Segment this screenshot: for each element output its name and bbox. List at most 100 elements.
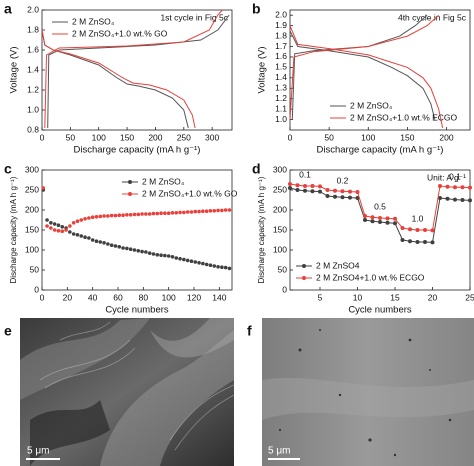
- annotation: 1st cycle in Fig 5c: [160, 12, 228, 22]
- data-point: [208, 263, 213, 268]
- y-tick-label: 250: [273, 184, 287, 194]
- y-tick-label: 300: [25, 164, 39, 174]
- x-tick-label: 140: [212, 292, 226, 302]
- data-point: [166, 254, 171, 258]
- data-point: [355, 190, 360, 194]
- data-point: [423, 240, 427, 244]
- data-point: [370, 219, 375, 224]
- data-point: [393, 221, 397, 226]
- data-point: [318, 184, 322, 189]
- x-tick-label: 50: [66, 132, 76, 142]
- data-point: [121, 246, 125, 250]
- y-tick-label: 200: [25, 204, 39, 214]
- data-point: [132, 248, 137, 252]
- data-point: [71, 221, 76, 225]
- data-point: [370, 215, 375, 220]
- data-point: [216, 208, 220, 213]
- scale-bar-label: 5 μm: [27, 446, 49, 457]
- rate-label: 0.2: [337, 175, 349, 185]
- x-tick-label: 300: [205, 132, 219, 142]
- x-tick-label: 10: [353, 292, 363, 302]
- x-tick-label: 150: [120, 132, 134, 142]
- data-point: [182, 257, 186, 262]
- x-tick-label: 60: [113, 292, 123, 302]
- x-tick-label: 150: [400, 132, 414, 142]
- data-point: [295, 188, 300, 192]
- data-point: [182, 210, 186, 215]
- data-point: [468, 185, 472, 190]
- data-point: [223, 265, 228, 270]
- data-point: [52, 222, 57, 226]
- data-point: [128, 247, 133, 251]
- data-point: [125, 213, 129, 217]
- chart: c 0 20 40 60 80 100 120 140 0 50 100 150 200 250 300 Cyc…: [4, 161, 238, 316]
- data-point: [201, 261, 205, 266]
- x-axis-label: Cycle numbers: [348, 305, 412, 316]
- data-point: [378, 220, 382, 224]
- data-point: [98, 240, 103, 244]
- data-point: [49, 226, 53, 230]
- data-point: [227, 208, 232, 212]
- data-point: [193, 209, 198, 214]
- data-point: [438, 184, 442, 188]
- y-axis-label: Discharge capacity (mA h g⁻¹): [9, 176, 18, 283]
- y-tick-label: 1.1: [275, 103, 287, 113]
- data-point: [303, 188, 307, 193]
- data-point: [140, 249, 144, 254]
- y-tick-label: 0: [282, 284, 287, 294]
- data-point: [385, 220, 390, 225]
- x-tick-label: 40: [88, 292, 98, 302]
- x-tick-label: 15: [390, 292, 400, 302]
- data-point: [136, 212, 141, 217]
- y-tick-label: 0.8: [27, 124, 39, 134]
- rate-label: 0.1: [449, 171, 461, 181]
- data-point: [408, 239, 412, 244]
- data-point: [453, 197, 457, 202]
- data-point: [174, 211, 179, 215]
- y-axis-label: Discharge capacity (mA h g⁻¹): [257, 176, 266, 283]
- plot-frame: [289, 9, 471, 131]
- y-tick-label: 0: [34, 284, 39, 294]
- data-point: [363, 218, 367, 222]
- data-point: [87, 216, 91, 220]
- y-tick-label: 1.6: [27, 44, 39, 54]
- x-tick-label: 200: [148, 132, 162, 142]
- y-tick-label: 1.6: [275, 51, 287, 61]
- x-tick-label: 100: [92, 132, 106, 142]
- y-tick-label: 1.4: [27, 64, 39, 74]
- data-point: [83, 235, 87, 239]
- data-point: [90, 215, 95, 219]
- data-point: [220, 265, 224, 270]
- legend-label: 2 M ZnSO₄+1.0 wt.% GO: [142, 188, 238, 198]
- legend-label: 2 M ZnSO₄: [142, 176, 185, 186]
- data-point: [117, 213, 122, 217]
- annotation: 4th cycle in Fig 5c: [398, 12, 467, 22]
- data-point: [193, 260, 198, 264]
- y-tick-label: 50: [30, 264, 40, 274]
- data-point: [223, 208, 228, 212]
- data-point: [94, 239, 99, 243]
- data-point: [325, 194, 330, 198]
- data-point: [102, 214, 106, 218]
- data-point: [415, 228, 420, 232]
- x-tick-label: 250: [177, 132, 191, 142]
- y-tick-label: 1.2: [275, 93, 287, 103]
- data-point: [310, 189, 315, 194]
- data-point: [288, 182, 292, 186]
- rate-label: 0.1: [299, 169, 311, 179]
- y-tick-label: 1.2: [27, 84, 39, 94]
- x-tick-label: 200: [439, 132, 453, 142]
- rate-label: 0.5: [374, 201, 386, 211]
- data-point: [147, 212, 152, 216]
- x-tick-label: 20: [63, 292, 73, 302]
- legend-label: 2 M ZnSO₄: [350, 100, 393, 110]
- data-point: [355, 196, 360, 200]
- y-tick-label: 1.9: [275, 20, 287, 30]
- data-point: [68, 230, 72, 234]
- data-point: [197, 209, 201, 214]
- data-point: [109, 243, 114, 247]
- y-tick-label: 1.4: [275, 72, 287, 82]
- data-point: [438, 196, 442, 200]
